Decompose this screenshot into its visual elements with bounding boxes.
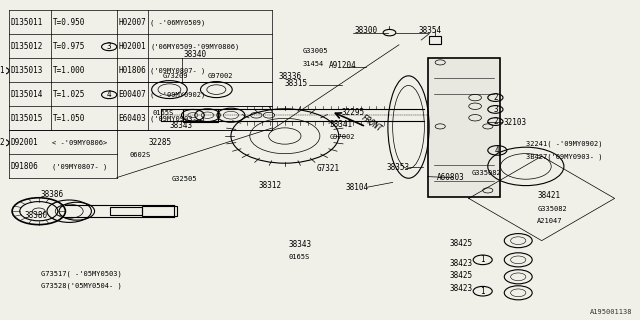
Text: G335082: G335082 xyxy=(472,171,502,176)
Text: D135011: D135011 xyxy=(10,18,43,27)
Text: ('09MY0903- ): ('09MY0903- ) xyxy=(150,116,205,122)
Text: 4: 4 xyxy=(495,146,500,155)
Text: G97002: G97002 xyxy=(329,134,355,140)
Bar xyxy=(184,109,218,122)
Bar xyxy=(428,58,500,197)
Text: 38300: 38300 xyxy=(355,26,378,35)
Text: 3: 3 xyxy=(107,42,111,51)
Text: ( -'09MY0902): ( -'09MY0902) xyxy=(150,92,205,98)
Text: 38425: 38425 xyxy=(450,271,473,280)
Text: ('06MY0509-'09MY0806): ('06MY0509-'09MY0806) xyxy=(150,44,239,50)
Text: D91806: D91806 xyxy=(10,162,38,171)
Text: 38104: 38104 xyxy=(345,183,368,192)
Text: G73517( -'05MY0503): G73517( -'05MY0503) xyxy=(41,270,122,277)
Text: G32505: G32505 xyxy=(172,176,198,182)
Text: 0602S: 0602S xyxy=(129,152,150,158)
Text: 32285: 32285 xyxy=(148,138,172,147)
Text: ('09MY0807- ): ('09MY0807- ) xyxy=(150,68,205,74)
Text: 2: 2 xyxy=(0,138,4,147)
Text: 31454: 31454 xyxy=(303,61,324,67)
Text: 38386: 38386 xyxy=(41,190,64,199)
Text: 38343: 38343 xyxy=(288,240,311,249)
Text: 3B427('09MY0903- ): 3B427('09MY0903- ) xyxy=(526,154,602,160)
Text: < -'09MY0806>: < -'09MY0806> xyxy=(52,140,108,146)
Text: T=0.975: T=0.975 xyxy=(53,42,86,51)
Text: A91204: A91204 xyxy=(329,61,357,70)
Text: E00407: E00407 xyxy=(118,90,147,99)
Text: 38336: 38336 xyxy=(278,72,301,81)
Text: 38421: 38421 xyxy=(537,191,561,200)
Text: H02001: H02001 xyxy=(118,42,147,51)
Text: 38423: 38423 xyxy=(450,284,473,293)
Bar xyxy=(429,36,441,44)
Bar xyxy=(142,206,177,216)
Text: 0165S: 0165S xyxy=(288,254,309,260)
Text: 38354: 38354 xyxy=(418,26,441,35)
Text: D135014: D135014 xyxy=(10,90,43,99)
Text: 1: 1 xyxy=(481,287,485,296)
Text: G73528('05MY0504- ): G73528('05MY0504- ) xyxy=(41,282,122,289)
Text: 1: 1 xyxy=(0,66,4,75)
Text: D135015: D135015 xyxy=(10,114,43,123)
Text: A21047: A21047 xyxy=(537,219,563,224)
Text: 32103: 32103 xyxy=(504,118,527,127)
Text: 38341: 38341 xyxy=(329,120,353,129)
Text: 32295: 32295 xyxy=(342,108,365,117)
Text: 38423: 38423 xyxy=(450,260,473,268)
Text: T=0.950: T=0.950 xyxy=(53,18,86,27)
Text: 38343: 38343 xyxy=(170,121,193,130)
Text: 1: 1 xyxy=(481,255,485,264)
Text: 38315: 38315 xyxy=(285,79,308,88)
Text: G7321: G7321 xyxy=(317,164,340,173)
Text: 38312: 38312 xyxy=(258,181,282,190)
Text: T=1.050: T=1.050 xyxy=(53,114,86,123)
Text: 38380: 38380 xyxy=(25,212,48,220)
Text: G33005: G33005 xyxy=(303,48,328,54)
Text: A60803: A60803 xyxy=(437,173,465,182)
Text: H02007: H02007 xyxy=(118,18,147,27)
Text: 32241( -'09MY0902): 32241( -'09MY0902) xyxy=(526,141,602,147)
Text: T=1.025: T=1.025 xyxy=(53,90,86,99)
Text: 2: 2 xyxy=(493,93,498,102)
Text: 38340: 38340 xyxy=(184,50,207,59)
Text: T=1.000: T=1.000 xyxy=(53,66,86,75)
Text: G335082: G335082 xyxy=(537,206,567,212)
Text: D135012: D135012 xyxy=(10,42,43,51)
Text: 3: 3 xyxy=(493,105,498,114)
Text: G73209: G73209 xyxy=(163,73,188,79)
Text: D92001: D92001 xyxy=(10,138,38,147)
Text: FRONT: FRONT xyxy=(359,113,383,134)
Text: D135013: D135013 xyxy=(10,66,43,75)
Text: E60403: E60403 xyxy=(118,114,147,123)
Text: 4: 4 xyxy=(107,90,111,99)
Text: A195001138: A195001138 xyxy=(590,309,632,315)
Bar xyxy=(111,207,142,215)
Text: G97002: G97002 xyxy=(207,73,233,79)
Text: 2: 2 xyxy=(493,117,498,126)
Text: 0165S: 0165S xyxy=(153,110,174,116)
Text: 38353: 38353 xyxy=(387,163,410,172)
Text: 38425: 38425 xyxy=(450,239,473,248)
Text: ( -'06MY0509): ( -'06MY0509) xyxy=(150,20,205,26)
Text: H01806: H01806 xyxy=(118,66,147,75)
Text: ('09MY0807- ): ('09MY0807- ) xyxy=(52,164,108,170)
